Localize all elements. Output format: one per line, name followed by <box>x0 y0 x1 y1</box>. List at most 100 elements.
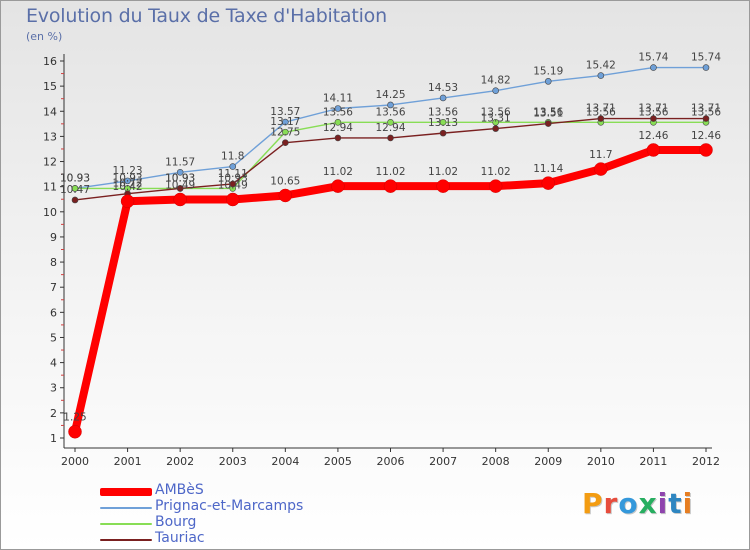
x-tick-label: 2012 <box>692 455 720 468</box>
data-label-2: 10.93 <box>218 172 248 184</box>
series-point-1 <box>702 64 710 71</box>
legend-swatch <box>100 488 152 496</box>
data-label-0: 11.02 <box>375 166 405 178</box>
series-point-2 <box>282 128 289 136</box>
series-point-1 <box>124 177 131 185</box>
series-point-0 <box>278 188 293 203</box>
data-label-2: 13.56 <box>428 106 458 118</box>
series-point-3 <box>282 139 289 146</box>
legend-item: Tauriac <box>100 530 360 548</box>
series-point-0 <box>120 194 135 208</box>
series-point-1 <box>387 101 394 109</box>
series-layer <box>68 64 713 439</box>
series-point-1 <box>334 105 342 112</box>
data-label-0: 10.65 <box>270 175 300 187</box>
x-tick-label: 2000 <box>61 455 89 468</box>
legend: AMBèS Prignac-et-Marcamps Bourg Tauriac <box>100 482 360 548</box>
data-label-2: 13.56 <box>375 106 405 118</box>
data-label-1: 10.93 <box>60 172 90 184</box>
series-point-1 <box>597 72 605 79</box>
unit-label: (en %) <box>26 30 63 43</box>
data-label-1: 14.53 <box>428 82 458 94</box>
x-tick-label: 2009 <box>534 455 562 468</box>
data-label-3: 12.94 <box>375 122 405 134</box>
data-label-1: 14.11 <box>323 93 353 105</box>
data-label-3: 11.11 <box>218 168 248 180</box>
data-label-0: 11.7 <box>589 149 612 161</box>
data-label-0: 1.25 <box>63 412 86 424</box>
legend-label: Tauriac <box>155 530 205 546</box>
series-point-3 <box>387 134 394 142</box>
series-point-2 <box>71 185 79 192</box>
x-tick-label: 2003 <box>219 455 247 468</box>
proxiti-logo: Proxiti <box>582 487 694 520</box>
series-point-3 <box>544 120 552 127</box>
series-point-0 <box>436 179 450 193</box>
legend-swatch <box>100 539 152 541</box>
data-label-2: 13.56 <box>533 106 563 118</box>
data-label-3: 13.31 <box>481 113 511 125</box>
y-tick-label: 15 <box>43 80 57 93</box>
data-label-3: 13.51 <box>533 108 563 120</box>
y-tick-label: 10 <box>43 206 57 219</box>
data-label-0: 11.14 <box>533 163 563 175</box>
y-tick-label: 9 <box>50 231 57 244</box>
data-label-1: 15.42 <box>586 60 616 72</box>
x-tick-label: 2001 <box>114 455 142 468</box>
series-point-0 <box>699 143 713 157</box>
data-label-1: 13.57 <box>270 106 300 118</box>
x-tick-label: 2011 <box>639 455 667 468</box>
y-tick-label: 1 <box>50 432 57 445</box>
data-label-1: 14.25 <box>375 89 405 101</box>
x-tick-label: 2010 <box>587 455 615 468</box>
legend-label: Bourg <box>155 514 197 530</box>
x-tick-label: 2007 <box>429 455 457 468</box>
data-label-0: 12.46 <box>691 130 721 142</box>
series-point-1 <box>176 169 184 176</box>
series-point-3 <box>702 115 710 122</box>
y-tick-label: 13 <box>43 130 57 143</box>
data-label-3: 12.94 <box>323 122 353 134</box>
series-point-0 <box>646 143 661 157</box>
data-label-3: 13.71 <box>586 103 616 115</box>
data-label-2: 13.17 <box>270 116 300 128</box>
data-label-2: 13.56 <box>691 106 721 118</box>
series-point-3 <box>650 115 657 122</box>
series-point-1 <box>229 163 237 170</box>
series-point-1 <box>650 64 657 71</box>
y-tick-label: 7 <box>50 281 57 294</box>
data-label-0: 12.46 <box>638 130 668 142</box>
legend-label: AMBèS <box>155 482 204 498</box>
chart-title: Evolution du Taux de Taxe d'Habitation <box>26 5 387 27</box>
data-label-2: 13.56 <box>586 106 616 118</box>
data-label-3: 10.72 <box>113 178 143 190</box>
series-point-3 <box>492 125 499 132</box>
data-label-3: 13.13 <box>428 117 458 129</box>
x-tick-label: 2006 <box>377 455 405 468</box>
series-point-3 <box>229 180 237 188</box>
data-label-3: 13.71 <box>691 103 721 115</box>
data-label-1: 11.8 <box>221 151 244 163</box>
x-tick-label: 2005 <box>324 455 352 468</box>
series-point-1 <box>282 118 289 126</box>
data-label-3: 13.71 <box>638 103 668 115</box>
series-point-1 <box>439 94 447 102</box>
legend-item: Prignac-et-Marcamps <box>100 498 360 516</box>
data-label-1: 14.82 <box>481 75 511 87</box>
data-label-3: 10.93 <box>165 172 195 184</box>
series-point-0 <box>594 162 608 176</box>
series-point-0 <box>541 176 555 190</box>
series-point-1 <box>492 87 499 94</box>
series-point-2 <box>387 119 394 126</box>
legend-item: AMBèS <box>100 482 360 500</box>
legend-swatch <box>100 523 152 525</box>
data-label-0: 11.02 <box>428 166 458 178</box>
x-tick-label: 2008 <box>482 455 510 468</box>
series-point-3 <box>439 129 447 137</box>
data-label-2: 10.93 <box>60 172 90 184</box>
series-point-3 <box>176 185 184 192</box>
y-tick-label: 4 <box>50 357 57 370</box>
x-tick-label: 2002 <box>166 455 194 468</box>
